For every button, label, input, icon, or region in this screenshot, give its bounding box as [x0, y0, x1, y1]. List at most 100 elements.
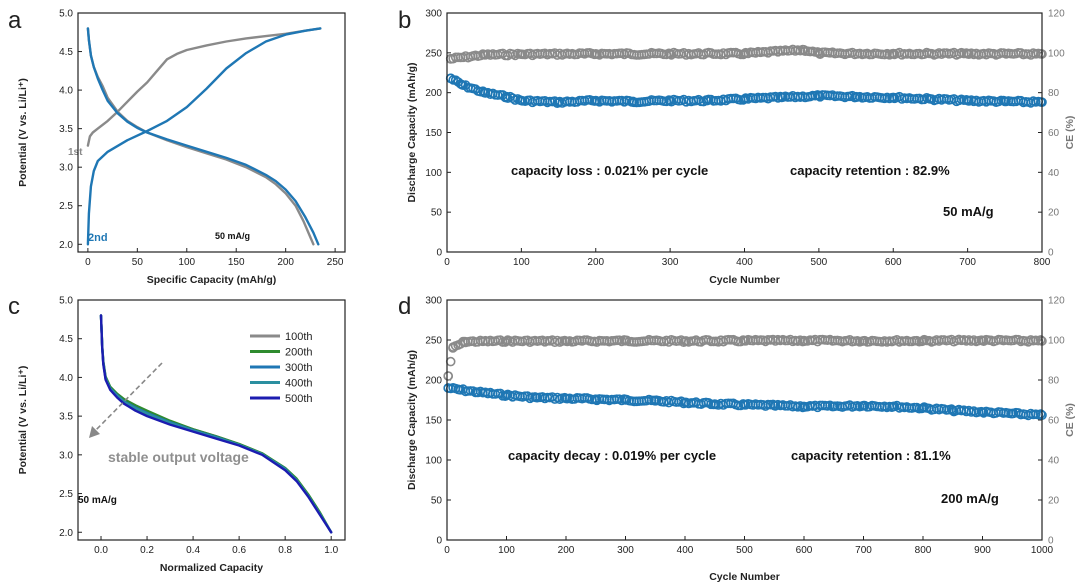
data-point: [858, 400, 869, 411]
x-tick-label: 600: [796, 545, 813, 556]
x-tick-label: 50: [132, 257, 144, 268]
x-axis-label: Cycle Number: [709, 274, 780, 286]
series-line: [99, 314, 333, 534]
data-point: [977, 335, 988, 346]
data-point: [799, 44, 809, 55]
data-point: [799, 401, 809, 412]
y-tick-label: 2.0: [59, 240, 73, 251]
x-tick-label: 0.6: [232, 545, 246, 556]
y2-axis-label: CE (%): [1064, 403, 1076, 437]
data-point: [918, 403, 928, 413]
y-tick-label: 5.0: [59, 296, 73, 307]
data-point: [828, 401, 839, 412]
panel-label: c: [8, 293, 20, 320]
data-point: [650, 395, 661, 406]
x-tick-label: 800: [915, 545, 932, 556]
series-discharge-capacity: [445, 73, 1047, 108]
marker: [1035, 409, 1046, 419]
panel-a: 0 50 100 150 200 250 2.0 2.5 3.0 3.5 4.0 4.5 5.0 Spec…: [8, 7, 346, 286]
panel-label: a: [8, 7, 22, 34]
y-tick-label: 3.5: [59, 124, 73, 135]
x-tick-label: 300: [617, 545, 634, 556]
data-point: [516, 95, 527, 106]
y-tick-label: 4.5: [59, 334, 73, 345]
series-line: [86, 27, 322, 147]
y-tick-label: 2.5: [59, 201, 73, 212]
y2-tick-label: 20: [1048, 496, 1060, 507]
data-point: [665, 95, 675, 106]
data-point: [628, 96, 638, 107]
plot-frame: [446, 299, 1043, 541]
x-tick-label: 0: [444, 545, 450, 556]
data-point: [501, 336, 512, 346]
x-tick-label: 700: [959, 257, 976, 268]
data-point: [858, 335, 869, 346]
data-point: [620, 395, 631, 405]
legend-label: 500th: [285, 393, 313, 405]
y-tick-label: 2.0: [59, 528, 73, 539]
y-tick-label: 0: [436, 536, 442, 547]
data-point: [531, 392, 542, 403]
y2-tick-label: 100: [1048, 48, 1065, 59]
y-axis-label: Discharge Capacity (mAh/g): [406, 62, 418, 202]
annotation-stable-voltage: stable output voltage: [108, 449, 249, 465]
legend-label: 100th: [285, 331, 313, 343]
y-tick-label: 200: [425, 376, 442, 387]
y-axis-label: Potential (V vs. Li/Li⁺): [17, 78, 29, 187]
y-tick-label: 50: [431, 208, 443, 219]
data-point: [888, 48, 899, 59]
x-tick-label: 0.4: [186, 545, 200, 556]
annotation-rate: 50 mA/g: [215, 231, 250, 241]
y-tick-label: 200: [425, 88, 442, 99]
x-tick-label: 600: [885, 257, 902, 268]
data-point: [888, 92, 899, 103]
marker: [445, 356, 456, 367]
series-line: [86, 27, 320, 246]
data-point: [665, 48, 675, 59]
x-tick-label: 100: [513, 257, 530, 268]
y2-tick-label: 120: [1048, 296, 1065, 307]
series-ce: [443, 334, 1047, 381]
data-point: [443, 383, 454, 393]
annotation-2nd: 2nd: [88, 232, 108, 244]
data-point: [947, 405, 958, 416]
y-tick-label: 50: [431, 496, 443, 507]
plot-frame: [446, 12, 1043, 253]
data-point: [918, 335, 928, 346]
panel-label: b: [398, 7, 411, 34]
series-ce: [445, 44, 1047, 64]
plot-frame: [77, 299, 346, 541]
y-tick-label: 300: [425, 9, 442, 20]
y2-tick-label: 100: [1048, 336, 1065, 347]
data-point: [999, 96, 1010, 107]
y2-tick-label: 40: [1048, 456, 1060, 467]
y-tick-label: 0: [436, 248, 442, 259]
x-tick-label: 200: [277, 257, 294, 268]
marker: [1035, 335, 1046, 345]
legend-label: 400th: [285, 378, 313, 390]
x-tick-label: 250: [327, 257, 344, 268]
series-line: [86, 27, 315, 246]
data-point: [739, 94, 750, 104]
annotation-capacity-loss: capacity loss : 0.021% per cycle: [511, 163, 708, 178]
x-tick-label: 1000: [1031, 545, 1054, 556]
data-point: [814, 48, 824, 59]
x-tick-label: 300: [662, 257, 679, 268]
x-tick-label: 150: [228, 257, 245, 268]
x-tick-label: 0.2: [140, 545, 154, 556]
data-point: [962, 48, 973, 59]
series-line: [86, 27, 322, 246]
data-point: [680, 397, 690, 408]
data-point: [776, 92, 787, 103]
data-point: [501, 91, 512, 102]
x-tick-label: 0.8: [278, 545, 292, 556]
data-point: [457, 79, 467, 90]
data-point: [799, 335, 809, 346]
y2-tick-label: 60: [1048, 128, 1060, 139]
x-tick-label: 100: [178, 257, 195, 268]
trend-arrow: [93, 362, 163, 433]
data-point: [501, 390, 512, 401]
data-point: [739, 335, 750, 346]
data-point: [739, 399, 750, 410]
y-tick-label: 4.0: [59, 86, 73, 97]
